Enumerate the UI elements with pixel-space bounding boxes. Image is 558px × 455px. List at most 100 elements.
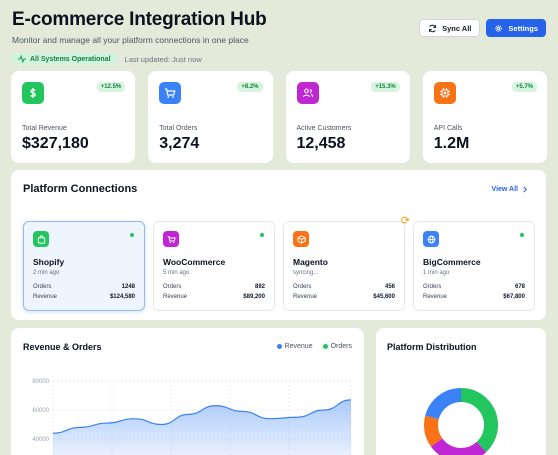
sync-all-button[interactable]: Sync All bbox=[419, 19, 481, 37]
orders-row: Orders 892 bbox=[163, 284, 265, 290]
status-badge: All Systems Operational bbox=[12, 53, 117, 65]
donut-slice-magento bbox=[424, 388, 498, 455]
view-all-label: View All bbox=[491, 186, 518, 193]
revenue-label: Revenue bbox=[33, 294, 58, 300]
revenue-value: $45,600 bbox=[373, 294, 395, 300]
globe-icon bbox=[423, 231, 439, 247]
orders-value: 1248 bbox=[121, 284, 135, 290]
last-updated: Last updated: Just now bbox=[124, 54, 202, 64]
bag-icon bbox=[33, 231, 49, 247]
chevron-right-icon bbox=[523, 186, 528, 193]
syncing-icon: ⟳ bbox=[400, 215, 410, 227]
change-badge: +12.5% bbox=[96, 82, 126, 92]
revenue-chart: 80000 60000 40000 bbox=[32, 379, 352, 455]
users-icon bbox=[296, 82, 319, 104]
platform-connections-panel: Platform Connections View All Shopify 2 … bbox=[11, 170, 546, 320]
revenue-value: $67,800 bbox=[503, 294, 525, 300]
cart-icon bbox=[159, 82, 182, 104]
legend-dot bbox=[322, 344, 328, 349]
stat-card-api-calls[interactable]: +5.7% API Calls 1.2M bbox=[422, 71, 547, 163]
platform-cards: Shopify 2 min ago Orders 1248 Revenue $124… bbox=[23, 216, 535, 311]
box-icon bbox=[293, 231, 309, 247]
stat-card-revenue[interactable]: +12.5% Total Revenue $327,180 bbox=[11, 71, 136, 163]
y-tick-label: 40000 bbox=[32, 437, 49, 443]
revenue-label: Revenue bbox=[423, 294, 448, 300]
sync-all-label: Sync All bbox=[442, 23, 472, 33]
legend-label: Orders bbox=[330, 343, 352, 350]
orders-label: Orders bbox=[33, 284, 52, 290]
legend-item-revenue[interactable]: Revenue bbox=[276, 343, 313, 350]
revenue-label: Revenue bbox=[293, 294, 318, 300]
activity-icon bbox=[18, 55, 26, 63]
change-badge: +8.2% bbox=[237, 82, 263, 92]
legend-item-orders[interactable]: Orders bbox=[322, 343, 352, 350]
chart-legend: Revenue Orders bbox=[276, 343, 352, 350]
orders-row: Orders 456 bbox=[293, 284, 395, 290]
stat-card-orders[interactable]: +8.2% Total Orders 3,274 bbox=[148, 71, 273, 163]
donut-slice-bigcommerce bbox=[424, 388, 498, 455]
refresh-icon bbox=[429, 24, 437, 32]
status-dot bbox=[520, 233, 524, 237]
platform-name: WooCommerce bbox=[163, 257, 226, 267]
stat-label: Total Revenue bbox=[22, 125, 67, 132]
page-subtitle: Monitor and manage all your platform con… bbox=[12, 35, 249, 45]
orders-value: 892 bbox=[254, 284, 265, 290]
revenue-line bbox=[52, 399, 352, 434]
page-header: E-commerce Integration Hub Monitor and m… bbox=[12, 8, 546, 68]
revenue-area bbox=[53, 399, 351, 455]
legend-label: Revenue bbox=[284, 343, 313, 350]
stat-value: 3,274 bbox=[159, 135, 200, 152]
stat-label: Active Customers bbox=[296, 125, 352, 132]
stat-label: API Calls bbox=[433, 125, 463, 132]
platform-distribution-panel: Platform Distribution bbox=[376, 328, 546, 455]
orders-label: Orders bbox=[163, 284, 182, 290]
revenue-row: Revenue $124,580 bbox=[33, 294, 135, 300]
orders-row: Orders 1248 bbox=[33, 284, 135, 290]
platform-name: BigCommerce bbox=[423, 257, 481, 267]
section-title: Platform Distribution bbox=[387, 342, 477, 352]
chip-icon bbox=[433, 82, 456, 104]
orders-label: Orders bbox=[293, 284, 312, 290]
change-badge: +5.7% bbox=[511, 82, 537, 92]
cart-icon bbox=[163, 231, 179, 247]
stats-row: +12.5% Total Revenue $327,180 +8.2% Tota… bbox=[11, 71, 547, 163]
stat-value: 12,458 bbox=[296, 135, 346, 152]
view-all-link[interactable]: View All bbox=[492, 186, 528, 193]
stat-label: Total Orders bbox=[159, 125, 198, 132]
orders-row: Orders 678 bbox=[423, 284, 525, 290]
legend-dot bbox=[276, 344, 282, 349]
stat-value: $327,180 bbox=[22, 135, 89, 152]
settings-button[interactable]: Settings bbox=[486, 19, 546, 37]
platform-card-shopify[interactable]: Shopify 2 min ago Orders 1248 Revenue $124… bbox=[23, 221, 145, 311]
platform-name: Magento bbox=[293, 257, 328, 267]
header-actions: Sync All Settings bbox=[419, 19, 546, 37]
stat-card-customers[interactable]: +15.3% Active Customers 12,458 bbox=[285, 71, 410, 163]
platform-time: 2 min ago bbox=[33, 270, 60, 276]
status-dot bbox=[260, 233, 264, 237]
revenue-row: Revenue $67,800 bbox=[423, 294, 525, 300]
dollar-icon bbox=[22, 82, 44, 104]
revenue-value: $89,200 bbox=[243, 294, 265, 300]
platform-card-magento[interactable]: ⟳ Magento syncing... Orders 456 Revenue $4… bbox=[283, 216, 410, 311]
settings-label: Settings bbox=[508, 23, 538, 33]
orders-value: 678 bbox=[514, 284, 525, 290]
platform-time: syncing... bbox=[293, 270, 319, 276]
platform-card-bigcommerce[interactable]: BigCommerce 1 min ago Orders 678 Revenue $… bbox=[413, 221, 535, 311]
orders-value: 456 bbox=[384, 284, 395, 290]
revenue-value: $124,580 bbox=[109, 294, 135, 300]
status-dot bbox=[130, 233, 134, 237]
status-label: All Systems Operational bbox=[30, 55, 111, 63]
revenue-row: Revenue $89,200 bbox=[163, 294, 265, 300]
platform-card-woocommerce[interactable]: WooCommerce 5 min ago Orders 892 Revenue $… bbox=[153, 221, 275, 311]
orders-label: Orders bbox=[423, 284, 442, 290]
revenue-label: Revenue bbox=[163, 294, 188, 300]
change-badge: +15.3% bbox=[371, 82, 400, 92]
y-tick-label: 80000 bbox=[32, 379, 49, 385]
status-row: All Systems Operational Last updated: Ju… bbox=[12, 53, 546, 65]
platform-time: 5 min ago bbox=[163, 270, 190, 276]
page-title: E-commerce Integration Hub bbox=[12, 9, 267, 30]
section-title: Platform Connections bbox=[23, 183, 138, 195]
gear-icon bbox=[495, 24, 503, 32]
revenue-row: Revenue $45,600 bbox=[293, 294, 395, 300]
platform-name: Shopify bbox=[33, 257, 65, 267]
